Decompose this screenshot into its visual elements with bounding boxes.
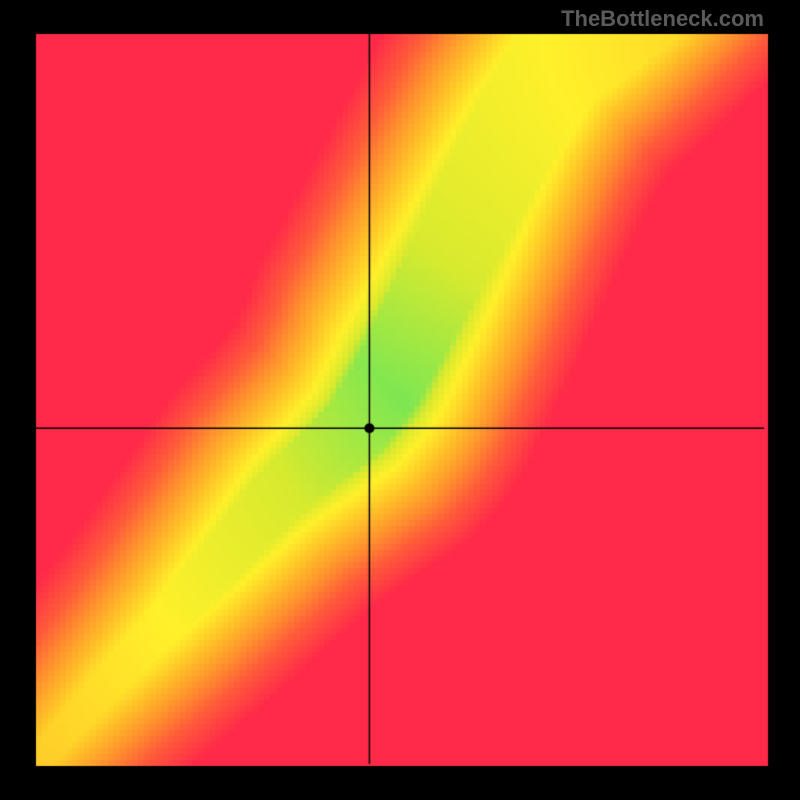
bottleneck-heatmap xyxy=(0,0,800,800)
watermark-text: TheBottleneck.com xyxy=(561,6,764,32)
chart-container: TheBottleneck.com xyxy=(0,0,800,800)
